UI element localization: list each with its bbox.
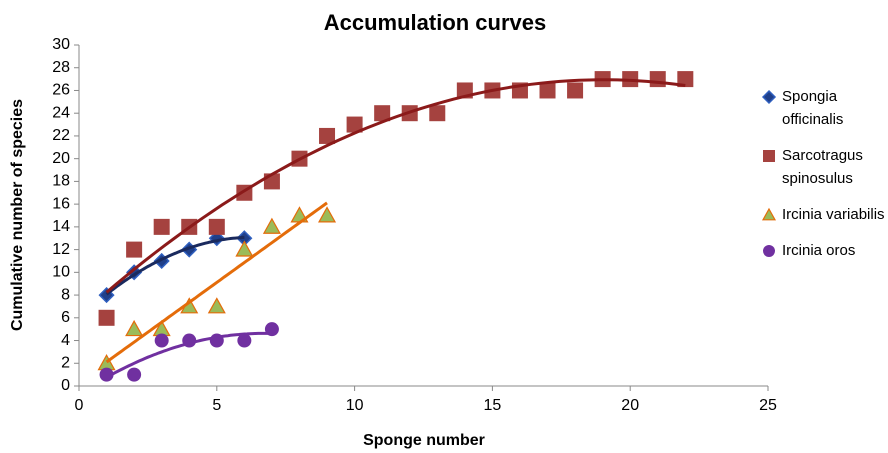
legend-item: Spongia officinalis xyxy=(760,85,885,131)
y-tick-label: 10 xyxy=(52,264,70,281)
chart-title: Accumulation curves xyxy=(324,10,547,35)
point xyxy=(374,105,391,122)
legend-swatch xyxy=(763,150,775,162)
x-tick-label: 0 xyxy=(75,397,84,414)
legend-label: Sarcotragus spinosulus xyxy=(782,147,863,187)
legend: Spongia officinalis Sarcotragus spinosulu… xyxy=(760,85,885,275)
point xyxy=(126,241,143,258)
point xyxy=(761,207,777,221)
point xyxy=(208,218,225,235)
y-tick-label: 30 xyxy=(52,36,70,53)
y-tick-label: 12 xyxy=(52,241,70,258)
point xyxy=(677,71,694,88)
legend-label: Ircinia oros xyxy=(782,242,856,259)
point xyxy=(649,71,666,88)
trendline xyxy=(105,201,328,364)
x-tick-label: 25 xyxy=(759,397,777,414)
legend-label: Spongia officinalis xyxy=(782,88,844,128)
x-tick-label: 5 xyxy=(212,397,221,414)
y-tick-label: 8 xyxy=(61,286,70,303)
y-tick-label: 2 xyxy=(61,354,70,371)
y-tick-label: 22 xyxy=(52,127,70,144)
point xyxy=(98,309,115,326)
point xyxy=(763,245,775,257)
legend-swatch xyxy=(763,245,775,257)
x-tick-label: 10 xyxy=(346,397,364,414)
x-tick-label: 20 xyxy=(621,397,639,414)
point xyxy=(99,367,114,382)
point xyxy=(567,82,584,99)
legend-swatch xyxy=(761,207,777,221)
point xyxy=(763,150,775,162)
point xyxy=(319,127,336,144)
legend-swatch xyxy=(761,89,777,105)
point xyxy=(127,367,142,382)
y-tick-label: 4 xyxy=(61,332,70,349)
point xyxy=(761,89,777,105)
point xyxy=(125,319,144,337)
legend-label: Ircinia variabilis xyxy=(782,206,885,223)
point xyxy=(126,264,143,281)
x-axis-label: Sponge number xyxy=(363,432,485,449)
y-tick-label: 14 xyxy=(52,218,70,235)
y-axis-label: Cumulative number of species xyxy=(9,99,26,331)
point xyxy=(539,82,556,99)
point xyxy=(346,116,363,133)
point xyxy=(207,297,226,314)
point xyxy=(154,333,169,348)
y-tick-label: 16 xyxy=(52,195,70,212)
x-tick-label: 15 xyxy=(484,397,502,414)
point xyxy=(235,240,254,257)
point xyxy=(237,333,252,348)
y-tick-label: 18 xyxy=(52,173,70,190)
trendline xyxy=(105,235,245,296)
y-tick-label: 0 xyxy=(61,377,70,394)
y-tick-label: 24 xyxy=(52,104,70,121)
y-tick-label: 28 xyxy=(52,59,70,76)
y-tick-label: 6 xyxy=(61,309,70,326)
y-tick-label: 20 xyxy=(52,150,70,167)
legend-item: Sarcotragus spinosulus xyxy=(760,144,885,190)
legend-item: Ircinia variabilis xyxy=(760,203,885,226)
point xyxy=(318,206,337,223)
legend-item: Ircinia oros xyxy=(760,239,885,262)
y-tick-label: 26 xyxy=(52,82,70,99)
trendline xyxy=(105,331,272,379)
point xyxy=(429,105,446,122)
trendline xyxy=(105,78,686,294)
point xyxy=(262,217,281,234)
point xyxy=(153,218,170,235)
